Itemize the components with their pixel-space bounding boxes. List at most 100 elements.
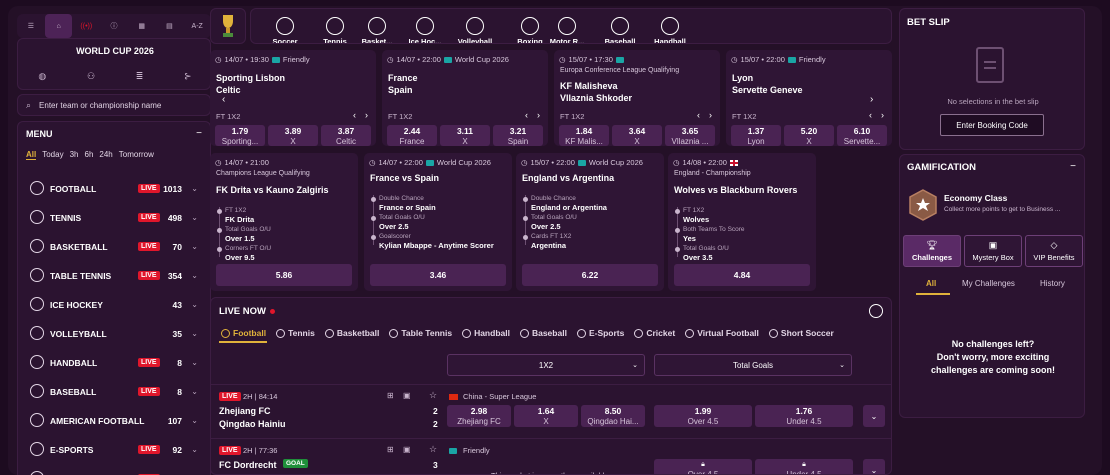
live-tab-virtual-football[interactable]: Virtual Football: [685, 328, 759, 338]
live-tab-short-soccer[interactable]: Short Soccer: [768, 328, 834, 338]
favorite-star-icon[interactable]: ☆: [429, 390, 438, 400]
search-box[interactable]: ⌕ Enter team or championship name: [17, 94, 211, 116]
sport-tab-4[interactable]: Volleyball: [451, 9, 499, 43]
menu-collapse-button[interactable]: −: [196, 128, 202, 139]
carousel-prev-icon[interactable]: ‹: [222, 94, 226, 105]
odds-button[interactable]: 3.87 Celtic: [321, 125, 371, 146]
odds-button[interactable]: 1.79 Sporting...: [215, 125, 265, 146]
live-match-row[interactable]: LIVE 2H | 77:36 ⊞ ▣ ☆ Friendly FC Dordrecht GOA…: [211, 438, 891, 474]
prev-icon[interactable]: ‹: [525, 110, 528, 120]
expand-chevron-icon[interactable]: ⌄: [863, 405, 885, 427]
menu-item-handball[interactable]: HANDBALL LIVE 8 ⌄: [26, 348, 202, 377]
top-match-card[interactable]: ◷ 15/07 • 22:00 Friendly Lyon Servette Genev…: [726, 50, 892, 146]
chevron-down-icon[interactable]: ⌄: [191, 242, 198, 251]
chevron-down-icon[interactable]: ⌄: [191, 213, 198, 222]
sport-tab-2[interactable]: Basket...: [353, 9, 401, 43]
special-bet-card[interactable]: ◷ 14/07 • 22:00 World Cup 2026 France vs Sp…: [364, 153, 512, 291]
odds-button[interactable]: 1.64 X: [514, 405, 578, 427]
stats-icon[interactable]: ⊞: [387, 391, 394, 400]
matches-icon[interactable]: ◍: [38, 71, 47, 81]
odds-button[interactable]: 1.84 KF Malis...: [559, 125, 609, 146]
menu-item-basketball[interactable]: BASKETBALL LIVE 70 ⌄: [26, 232, 202, 261]
total-goals-button[interactable]: 1.99 Over 4.5: [654, 405, 752, 427]
favorite-star-icon[interactable]: ☆: [429, 444, 438, 454]
live-tab-handball[interactable]: Handball: [462, 328, 510, 338]
live-tab-cricket[interactable]: Cricket: [634, 328, 675, 338]
special-odds-button[interactable]: 5.86: [216, 264, 352, 286]
live-tab-baseball[interactable]: Baseball: [519, 328, 567, 338]
menu-item-e-sports[interactable]: E-SPORTS LIVE 92 ⌄: [26, 435, 202, 464]
special-bet-card[interactable]: ◷ 14/07 • 21:00 Champions League Qualifyin…: [210, 153, 358, 291]
az-button[interactable]: A-Z: [191, 22, 203, 30]
odds-button[interactable]: 8.50 Qingdao Hai...: [581, 405, 645, 427]
menu-item-american-football[interactable]: AMERICAN FOOTBALL 107 ⌄: [26, 406, 202, 435]
menu-icon[interactable]: ☰: [27, 23, 34, 30]
expand-chevron-icon[interactable]: ⌄: [863, 459, 885, 474]
home-icon[interactable]: ⌂: [44, 14, 73, 38]
odds-button[interactable]: 3.11 X: [440, 125, 490, 146]
chevron-down-icon[interactable]: ⌄: [191, 387, 198, 396]
sport-tab-6[interactable]: Motor R...: [543, 9, 591, 43]
menu-item-volleyball[interactable]: VOLLEYBALL 35 ⌄: [26, 319, 202, 348]
top-match-card[interactable]: ◷ 15/07 • 17:30 Europa Conference League Q…: [554, 50, 720, 146]
chevron-down-icon[interactable]: ⌄: [191, 329, 198, 338]
special-bet-card[interactable]: ◷ 14/08 • 22:00 England - Championship Wolv…: [668, 153, 816, 291]
menu-filter-3h[interactable]: 3h: [69, 150, 79, 159]
live-match-row[interactable]: LIVE 2H | 84:14 ⊞ ▣ ☆ China - Super League Zhe…: [211, 384, 891, 436]
booking-code-input[interactable]: Enter Booking Code: [940, 114, 1044, 136]
live-tab-table-tennis[interactable]: Table Tennis: [389, 328, 452, 338]
menu-item-football[interactable]: FOOTBALL LIVE 1013 ⌄: [26, 174, 202, 203]
menu-item-ice-hockey[interactable]: ICE HOCKEY 43 ⌄: [26, 290, 202, 319]
gamification-subtab-all[interactable]: All: [926, 279, 937, 288]
sport-tab-5[interactable]: Boxing: [506, 9, 554, 43]
gamification-tab-vip-benefits[interactable]: ◇ VIP Benefits: [1025, 235, 1083, 267]
list-icon[interactable]: ≣: [135, 71, 144, 81]
special-bet-card[interactable]: ◷ 15/07 • 22:00 World Cup 2026 England vs A…: [516, 153, 664, 291]
sport-tab-7[interactable]: Baseball: [596, 9, 644, 43]
chevron-down-icon[interactable]: ⌄: [191, 416, 198, 425]
top-match-card[interactable]: ◷ 14/07 • 19:30 Friendly Sporting Lisbon Cel…: [210, 50, 376, 146]
odds-button[interactable]: 5.20 X: [784, 125, 834, 146]
special-odds-button[interactable]: 4.84: [674, 264, 810, 286]
gamification-collapse[interactable]: −: [1070, 161, 1076, 172]
calendar-icon[interactable]: ▦: [138, 23, 146, 30]
live-ball-icon[interactable]: [869, 304, 883, 318]
odds-button[interactable]: 2.44 France: [387, 125, 437, 146]
odds-button[interactable]: 1.37 Lyon: [731, 125, 781, 146]
gamification-subtab-history[interactable]: History: [1040, 279, 1065, 288]
groups-icon[interactable]: ⚇: [86, 71, 96, 81]
top-match-card[interactable]: ◷ 14/07 • 22:00 World Cup 2026 France Spain F…: [382, 50, 548, 146]
sport-tab-1[interactable]: Tennis: [311, 9, 359, 43]
next-icon[interactable]: ›: [365, 110, 368, 120]
gamification-tab-mystery-box[interactable]: ▣ Mystery Box: [964, 235, 1022, 267]
world-cup-trophy[interactable]: [210, 8, 246, 44]
odds-button[interactable]: 3.21 Spain: [493, 125, 543, 146]
odds-button[interactable]: 3.65 Vllaznia ...: [665, 125, 715, 146]
search-input[interactable]: Enter team or championship name: [39, 100, 162, 110]
menu-item-tennis[interactable]: TENNIS LIVE 498 ⌄: [26, 203, 202, 232]
chevron-down-icon[interactable]: ⌄: [191, 300, 198, 309]
prev-icon[interactable]: ‹: [869, 110, 872, 120]
market-select-1x2[interactable]: 1X2 ⌄: [447, 354, 645, 376]
world-cup-title[interactable]: WORLD CUP 2026: [76, 46, 154, 56]
total-goals-button[interactable]: 🔒︎ Over 4.5: [654, 459, 752, 474]
gamification-subtab-my-challenges[interactable]: My Challenges: [962, 279, 1015, 288]
odds-button[interactable]: 3.64 X: [612, 125, 662, 146]
menu-filter-tomorrow[interactable]: Tomorrow: [118, 150, 154, 159]
chevron-down-icon[interactable]: ⌄: [191, 445, 198, 454]
tracker-icon[interactable]: ▣: [403, 391, 411, 400]
menu-filter-24h[interactable]: 24h: [99, 150, 113, 159]
menu-item-more[interactable]: LIVE⌄: [26, 464, 202, 475]
odds-button[interactable]: 3.89 X: [268, 125, 318, 146]
chevron-down-icon[interactable]: ⌄: [191, 184, 198, 193]
special-odds-button[interactable]: 3.46: [370, 264, 506, 286]
live-tab-football[interactable]: Football: [221, 328, 266, 338]
carousel-next-icon[interactable]: ›: [870, 94, 874, 105]
prev-icon[interactable]: ‹: [697, 110, 700, 120]
prev-icon[interactable]: ‹: [353, 110, 356, 120]
bracket-icon[interactable]: ⊱: [184, 71, 192, 81]
odds-button[interactable]: 6.10 Servette...: [837, 125, 887, 146]
sport-tab-3[interactable]: Ice Hoc...: [401, 9, 449, 43]
live-tab-e-sports[interactable]: E-Sports: [576, 328, 624, 338]
sport-tab-8[interactable]: Handball: [646, 9, 694, 43]
